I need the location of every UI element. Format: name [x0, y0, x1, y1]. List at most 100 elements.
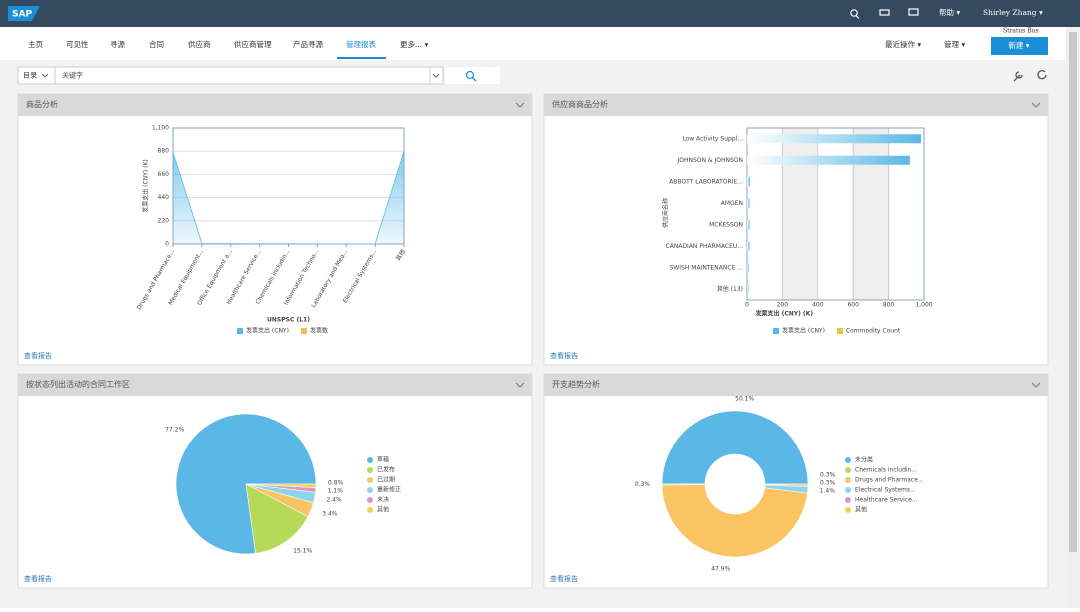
search-button[interactable] — [445, 67, 500, 84]
manage-menu[interactable]: 管理 ▾ — [944, 39, 965, 49]
legend-swatch — [367, 497, 373, 503]
site-name: Stratus Bus — [1003, 28, 1039, 35]
legend-swatch — [367, 467, 373, 473]
x-tick-label: 1,000 — [915, 302, 932, 309]
legend-swatch — [836, 328, 843, 334]
legend-label: Electrical Systems... — [855, 487, 916, 494]
y-tick-label: Low Activity Suppl... — [682, 135, 743, 142]
data-label: 1.4% — [820, 487, 836, 494]
view-report-link[interactable]: 查看报告 — [24, 574, 52, 583]
logo[interactable]: SAP — [12, 10, 32, 20]
x-tick-label: 800 — [883, 302, 895, 309]
bar — [747, 177, 751, 187]
panel-collapse[interactable] — [515, 382, 525, 388]
nav-item[interactable]: 更多... ▾ — [400, 39, 429, 49]
legend-swatch — [845, 507, 851, 513]
x-tick-label: 400 — [812, 302, 824, 309]
view-report-link[interactable]: 查看报告 — [24, 351, 52, 360]
refresh-icon[interactable] — [1037, 70, 1047, 80]
panel-header — [544, 94, 1048, 116]
legend-label: Drugs and Pharmace... — [855, 477, 924, 484]
legend-swatch — [367, 477, 373, 483]
y-axis-label: 供应商名称 — [662, 198, 670, 228]
legend-label: 其他 — [855, 506, 867, 514]
slice — [661, 410, 809, 485]
nav-item[interactable]: 主页 — [28, 39, 43, 49]
legend-swatch — [367, 457, 373, 463]
search-input[interactable] — [17, 66, 444, 85]
bar — [747, 241, 750, 251]
active-tab-underline — [337, 57, 386, 59]
area-line — [172, 151, 405, 245]
panel-header — [544, 374, 1048, 396]
grid-band — [782, 128, 818, 300]
y-tick-label: 其他 (13) — [717, 285, 743, 293]
panel-collapse[interactable] — [1031, 382, 1041, 388]
x-tick-label: 200 — [777, 302, 789, 309]
nav-item[interactable]: 供应商 — [188, 39, 211, 49]
bar — [747, 220, 750, 230]
view-report-link[interactable]: 查看报告 — [550, 351, 578, 360]
legend-label: 其他 — [377, 506, 389, 514]
y-tick-label: AMGEN — [721, 200, 743, 207]
legend-swatch — [845, 457, 851, 463]
panel-collapse[interactable] — [515, 102, 525, 108]
y-tick-label: 1,100 — [152, 125, 169, 132]
nav-item[interactable]: 产品寻源 — [293, 39, 323, 49]
nav-item[interactable]: 合同 — [149, 39, 164, 49]
legend-swatch — [367, 487, 373, 493]
nav-item[interactable]: 可见性 — [66, 39, 89, 49]
grid-band — [853, 128, 889, 300]
scope-chevron[interactable] — [41, 73, 49, 78]
panel-title: 商品分析 — [26, 99, 58, 109]
legend-swatch — [367, 507, 373, 513]
plot-frame — [746, 127, 925, 301]
scrollbar-thumb[interactable] — [1069, 32, 1077, 552]
create-button[interactable] — [991, 37, 1048, 55]
logo-box[interactable] — [8, 6, 40, 21]
y-tick-label: 880 — [158, 148, 170, 155]
legend-swatch — [773, 328, 779, 334]
y-tick-label: 220 — [158, 217, 170, 224]
nav-item[interactable]: 供应商管理 — [234, 39, 272, 49]
data-label: 1.1% — [328, 487, 344, 494]
scope-select[interactable]: 目录 — [23, 72, 37, 80]
data-label: 0.8% — [328, 479, 344, 486]
recent-menu[interactable]: 最近操作 ▾ — [885, 39, 921, 49]
view-report-link[interactable]: 查看报告 — [550, 574, 578, 583]
panel-title: 供应商商品分析 — [552, 99, 608, 109]
bar — [747, 198, 750, 208]
legend-swatch — [845, 477, 851, 483]
search-placeholder[interactable]: 关键字 — [62, 71, 83, 80]
legend-swatch — [845, 497, 851, 503]
search-chevron[interactable] — [432, 73, 440, 78]
y-tick-label: SWISH MAINTENANCE ... — [670, 264, 744, 271]
bar — [747, 263, 749, 273]
help-menu[interactable]: 帮助 ▾ — [939, 7, 960, 17]
slice — [661, 484, 808, 558]
bar — [747, 134, 921, 144]
x-tick-label: 600 — [847, 302, 859, 309]
legend-label: 未分类 — [855, 456, 873, 464]
nav-item[interactable]: 寻源 — [110, 40, 125, 49]
nav-item[interactable]: 管理报表 — [346, 39, 376, 49]
create-label[interactable]: 新建 ▾ — [1008, 40, 1029, 50]
settings-icon[interactable] — [1013, 71, 1023, 82]
print-icon[interactable] — [879, 9, 890, 16]
legend-label: Chemicals includin... — [855, 467, 917, 474]
y-tick-label: MCKESSON — [709, 221, 743, 228]
chat-icon[interactable] — [908, 8, 919, 16]
search-icon[interactable] — [850, 9, 858, 17]
panel-collapse[interactable] — [1031, 102, 1041, 108]
legend-label: 发票数 — [310, 327, 328, 335]
area-fill — [173, 151, 404, 244]
search-button-icon[interactable] — [472, 77, 477, 82]
slice — [764, 483, 809, 486]
x-axis-label: 发票支出 (CNY) (K) — [755, 310, 814, 318]
panel-title: 开支趋势分析 — [552, 379, 600, 389]
legend-label: 草稿 — [377, 456, 389, 464]
search-icon[interactable] — [855, 15, 860, 19]
legend-label: 发票支出 (CNY) — [782, 327, 825, 335]
search-button-icon[interactable] — [465, 70, 475, 80]
user-menu[interactable]: Shirley Zhang ▾ — [983, 8, 1043, 17]
